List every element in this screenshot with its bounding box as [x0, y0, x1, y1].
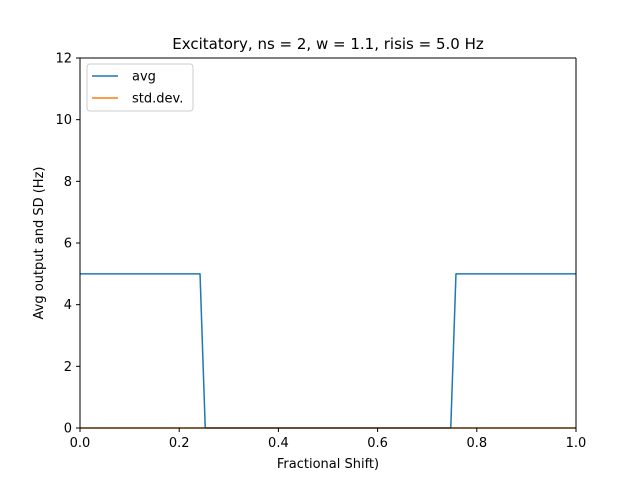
legend-label-0: avg	[132, 70, 156, 85]
x-tick-label: 0.2	[169, 436, 190, 451]
x-tick-label: 1.0	[566, 436, 587, 451]
y-axis-label: Avg output and SD (Hz)	[32, 167, 47, 320]
y-tick-label: 10	[55, 113, 72, 128]
y-tick-label: 2	[64, 360, 72, 375]
y-tick-label: 4	[64, 298, 72, 313]
plot-area	[80, 58, 576, 428]
x-tick-label: 0.4	[268, 436, 289, 451]
x-axis-ticks: 0.0 0.2 0.4 0.6 0.8 1.0	[70, 428, 587, 451]
y-tick-label: 8	[64, 175, 72, 190]
legend-entries: avg std.dev.	[92, 70, 183, 107]
y-tick-label: 6	[64, 237, 72, 252]
x-tick-label: 0.0	[70, 436, 91, 451]
legend: avg std.dev.	[86, 63, 194, 112]
y-tick-label: 0	[64, 422, 72, 437]
y-axis-ticks: 0 2 4 6 8 10 12	[55, 52, 80, 437]
y-tick-label: 12	[55, 52, 72, 67]
legend-label-1: std.dev.	[132, 92, 183, 107]
x-tick-label: 0.6	[367, 436, 388, 451]
chart-title: Excitatory, ns = 2, w = 1.1, risis = 5.0…	[172, 35, 484, 53]
x-tick-label: 0.8	[466, 436, 487, 451]
x-axis-label: Fractional Shift)	[277, 457, 379, 472]
